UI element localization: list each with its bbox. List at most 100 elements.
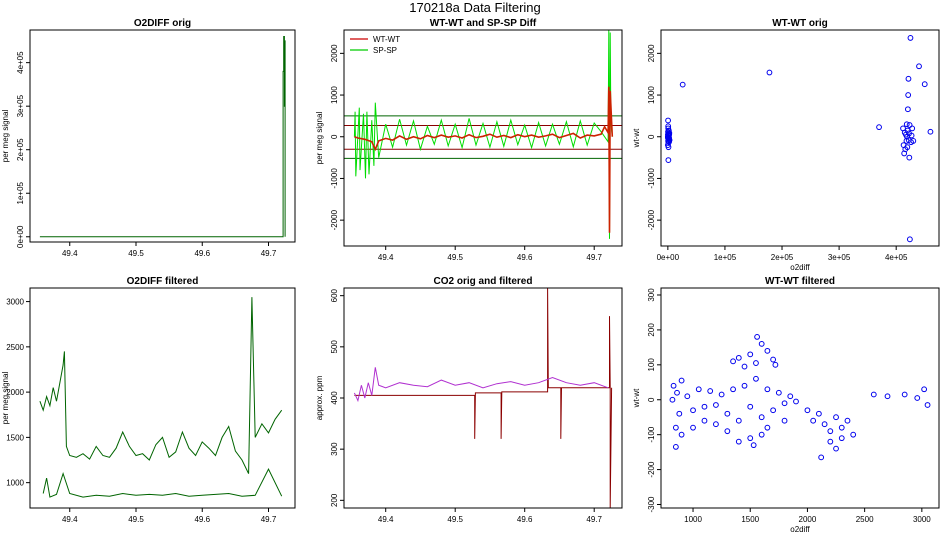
scatter-point — [815, 410, 822, 417]
plot-frame — [343, 29, 623, 247]
y-tick-label: 4e+05 — [16, 51, 25, 74]
y-tick-label: 400 — [330, 391, 339, 405]
y-tick-label: -1000 — [647, 168, 656, 189]
scatter-point — [690, 424, 696, 431]
scatter-point — [772, 361, 779, 368]
plot-area — [353, 288, 613, 508]
scatter-point — [838, 424, 845, 431]
panel-p3: WT-WT orig 0e+00 1e+05 2e+05 3e+05 4e+05 -2000… — [632, 18, 940, 272]
series-line — [42, 467, 283, 498]
scatter-point — [927, 128, 934, 135]
y-axis-label: per meg signal — [315, 112, 324, 165]
plot-area — [344, 30, 622, 239]
x-tick-label: 0e+00 — [657, 253, 680, 262]
y-axis-label: approx. ppm — [315, 375, 324, 420]
y-tick-label: -2000 — [647, 209, 656, 230]
x-tick-label: 49.5 — [447, 253, 463, 262]
plot-area — [39, 36, 286, 238]
y-tick-label: 3e+05 — [16, 94, 25, 117]
scatter-point — [665, 117, 671, 124]
y-axis-label: per meg signal — [1, 110, 10, 163]
panel-title: O2DIFF filtered — [127, 276, 199, 287]
scatter-point — [707, 388, 714, 394]
scatter-point — [735, 438, 742, 445]
y-tick-label: 500 — [330, 340, 339, 354]
scatter-point — [764, 424, 771, 431]
scatter-point — [909, 125, 916, 132]
x-tick-label: 3000 — [913, 515, 931, 524]
scatter-point — [730, 358, 736, 365]
scatter-point — [747, 351, 754, 358]
scatter-point — [753, 375, 759, 382]
scatter-point — [770, 407, 777, 414]
y-tick-label: 300 — [647, 288, 656, 302]
scatter-point — [665, 134, 671, 140]
scatter-point — [804, 407, 811, 414]
scatter-point — [876, 124, 882, 131]
y-tick-label: 1000 — [330, 86, 339, 104]
series-line — [353, 30, 613, 239]
scatter-point — [924, 402, 931, 408]
y-tick-label: 0 — [330, 134, 339, 139]
scatter-point — [735, 417, 742, 424]
scatter-point — [910, 138, 917, 144]
x-tick-label: 1500 — [741, 515, 759, 524]
scatter-point — [724, 410, 731, 417]
scatter-point — [781, 400, 788, 407]
scatter-point — [793, 398, 799, 405]
panel-title: CO2 orig and filtered — [434, 276, 533, 287]
scatter-point — [770, 356, 777, 363]
y-tick-label: 1000 — [647, 86, 656, 104]
scatter-point — [753, 360, 759, 366]
scatter-point — [665, 123, 672, 130]
plot-area — [664, 35, 934, 243]
y-tick-label: 0 — [647, 397, 656, 402]
scatter-point — [679, 81, 686, 88]
scatter-point — [747, 403, 754, 410]
scatter-point — [665, 144, 672, 151]
scatter-point — [665, 127, 672, 134]
scatter-point — [906, 122, 913, 128]
plot-frame — [660, 29, 940, 247]
x-tick-label: 1e+05 — [714, 253, 737, 262]
scatter-point — [838, 435, 845, 442]
scatter-point — [666, 137, 673, 143]
scatter-point — [901, 391, 908, 398]
panel-p5: CO2 orig and filtered 49.4 49.5 49.6 49.7 200… — [315, 276, 623, 524]
x-tick-label: 49.5 — [447, 515, 463, 524]
x-tick-label: 49.6 — [517, 253, 533, 262]
scatter-point — [690, 407, 696, 414]
y-tick-label: 2000 — [6, 388, 24, 397]
plot-frame — [660, 287, 940, 509]
scatter-point — [735, 354, 742, 361]
x-tick-label: 2e+05 — [771, 253, 794, 262]
x-tick-label: 49.6 — [194, 249, 210, 258]
scatter-point — [741, 382, 748, 389]
series-line — [354, 86, 614, 233]
plot-area — [669, 333, 931, 461]
y-axis-label: wt-wt — [632, 388, 641, 408]
y-tick-label: 200 — [330, 493, 339, 507]
y-tick-label: 600 — [330, 288, 339, 302]
scatter-point — [764, 347, 771, 354]
x-axis-label: o2diff — [790, 263, 810, 272]
x-tick-label: 49.4 — [378, 515, 394, 524]
scatter-point — [701, 417, 708, 424]
y-axis-label: wt-wt — [632, 128, 641, 148]
scatter-point — [914, 395, 921, 401]
x-tick-label: 49.5 — [128, 515, 144, 524]
y-tick-label: 1000 — [6, 479, 24, 488]
scatter-point — [764, 386, 771, 393]
x-tick-label: 3e+05 — [828, 253, 851, 262]
scatter-point — [670, 382, 677, 389]
scatter-point — [718, 391, 725, 398]
y-tick-label: -1000 — [330, 168, 339, 189]
scatter-point — [921, 81, 928, 88]
plot-frame — [29, 287, 296, 509]
x-tick-label: 49.7 — [586, 253, 602, 262]
y-tick-label: 100 — [647, 358, 656, 372]
scatter-point — [787, 393, 794, 400]
scatter-point — [827, 428, 834, 435]
